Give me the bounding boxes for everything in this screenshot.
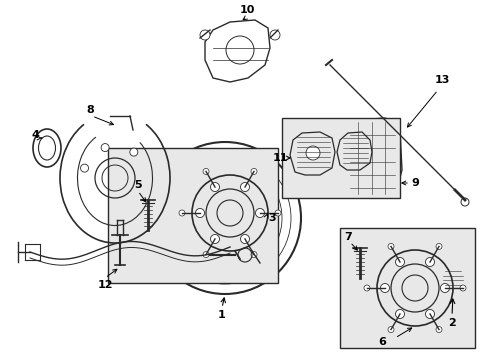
FancyBboxPatch shape <box>339 228 474 348</box>
Text: 11: 11 <box>272 153 287 163</box>
Circle shape <box>352 185 362 195</box>
Circle shape <box>210 234 219 243</box>
Circle shape <box>240 183 249 192</box>
Circle shape <box>179 210 184 216</box>
Circle shape <box>459 285 465 291</box>
Circle shape <box>203 168 208 175</box>
Circle shape <box>201 259 210 269</box>
Text: 4: 4 <box>31 130 39 140</box>
Circle shape <box>173 232 183 242</box>
Circle shape <box>265 232 276 242</box>
Circle shape <box>387 243 393 249</box>
Circle shape <box>201 167 210 177</box>
Circle shape <box>380 284 389 292</box>
Circle shape <box>255 208 264 217</box>
Circle shape <box>435 327 441 333</box>
Circle shape <box>460 198 468 206</box>
Circle shape <box>425 310 434 319</box>
Circle shape <box>250 168 257 175</box>
Circle shape <box>101 144 109 152</box>
Circle shape <box>240 234 249 243</box>
Circle shape <box>274 210 281 216</box>
Text: 6: 6 <box>377 337 385 347</box>
FancyBboxPatch shape <box>108 148 278 283</box>
Text: 2: 2 <box>447 318 455 328</box>
Circle shape <box>269 30 280 40</box>
FancyBboxPatch shape <box>282 118 399 198</box>
Circle shape <box>250 252 257 257</box>
Circle shape <box>352 123 362 133</box>
Circle shape <box>195 208 204 217</box>
Circle shape <box>395 257 404 266</box>
Circle shape <box>395 310 404 319</box>
Circle shape <box>129 148 138 156</box>
Circle shape <box>435 243 441 249</box>
Text: 8: 8 <box>86 105 94 115</box>
Circle shape <box>203 252 208 257</box>
Circle shape <box>363 285 369 291</box>
Circle shape <box>387 327 393 333</box>
Circle shape <box>250 215 257 221</box>
Circle shape <box>305 146 319 160</box>
Circle shape <box>200 30 209 40</box>
Circle shape <box>81 164 88 172</box>
Circle shape <box>239 259 248 269</box>
Text: 9: 9 <box>410 178 418 188</box>
Circle shape <box>173 194 183 204</box>
Circle shape <box>198 231 204 239</box>
Circle shape <box>210 183 219 192</box>
Circle shape <box>198 197 204 204</box>
Circle shape <box>230 242 237 249</box>
Text: 7: 7 <box>344 232 351 242</box>
Text: 1: 1 <box>218 310 225 320</box>
Circle shape <box>265 194 276 204</box>
Text: 12: 12 <box>97 280 113 290</box>
Circle shape <box>440 284 448 292</box>
Text: 13: 13 <box>433 75 449 85</box>
Text: 10: 10 <box>239 5 254 15</box>
Text: 5: 5 <box>134 180 142 190</box>
Text: 3: 3 <box>267 213 275 223</box>
Circle shape <box>230 187 237 194</box>
Circle shape <box>239 167 248 177</box>
Circle shape <box>425 257 434 266</box>
